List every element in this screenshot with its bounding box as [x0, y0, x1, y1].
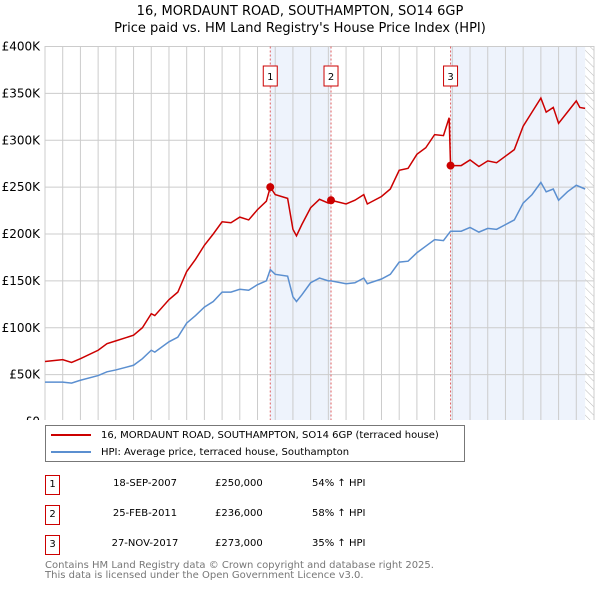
sale-label: 2 — [328, 72, 334, 83]
sale-date: 18-SEP-2007 — [113, 478, 177, 489]
sale-point — [446, 161, 455, 170]
legend-swatch-red — [51, 434, 91, 436]
sale-row: 2 25-FEB-2011 £236,000 58% ↑ HPI — [45, 505, 445, 525]
y-tick-label: £0 — [25, 415, 40, 421]
sale-price: £250,000 — [215, 478, 263, 489]
sale-number: 1 — [45, 475, 60, 495]
y-tick-label: £100K — [2, 321, 42, 335]
sale-label: 3 — [447, 72, 453, 83]
legend-swatch-blue — [51, 451, 91, 453]
sale-price: £236,000 — [215, 508, 263, 519]
sale-price: £273,000 — [215, 538, 263, 549]
legend-item-hpi: HPI: Average price, terraced house, Sout… — [51, 444, 349, 460]
sale-number: 2 — [45, 505, 60, 525]
sale-date: 27-NOV-2017 — [111, 538, 179, 549]
y-tick-label: £350K — [2, 86, 42, 100]
footer-line-2: This data is licensed under the Open Gov… — [45, 570, 364, 581]
sale-label-box — [443, 65, 459, 87]
sale-label-box — [262, 65, 278, 87]
legend-label: 16, MORDAUNT ROAD, SOUTHAMPTON, SO14 6GP… — [101, 429, 439, 441]
plot-border — [44, 46, 595, 420]
shaded-region — [270, 46, 332, 420]
y-tick-label: £250K — [2, 180, 42, 194]
footer-line-1: Contains HM Land Registry data © Crown c… — [45, 560, 434, 571]
sale-hpi: 35% ↑ HPI — [312, 538, 366, 549]
shaded-region — [450, 46, 586, 420]
sale-point — [266, 183, 275, 192]
legend-label: HPI: Average price, terraced house, Sout… — [101, 446, 350, 458]
chart-title: 16, MORDAUNT ROAD, SOUTHAMPTON, SO14 6GP… — [0, 3, 600, 37]
plot-area: 1995199619971998199920002001200220032004… — [2, 40, 595, 421]
sale-date: 25-FEB-2011 — [112, 508, 178, 519]
legend-item-property: 16, MORDAUNT ROAD, SOUTHAMPTON, SO14 6GP… — [51, 427, 439, 443]
title-line-1: 16, MORDAUNT ROAD, SOUTHAMPTON, SO14 6GP — [136, 4, 464, 19]
sale-row: 3 27-NOV-2017 £273,000 35% ↑ HPI — [45, 535, 445, 555]
footer: Contains HM Land Registry data © Crown c… — [45, 561, 434, 581]
sale-number: 3 — [45, 535, 60, 555]
y-tick-label: £400K — [2, 40, 42, 54]
y-tick-label: £150K — [2, 274, 42, 288]
y-tick-label: £50K — [9, 368, 41, 382]
sale-label-box — [323, 65, 339, 87]
hpi-line — [45, 181, 586, 384]
legend: 16, MORDAUNT ROAD, SOUTHAMPTON, SO14 6GP… — [45, 425, 465, 462]
sale-point — [327, 196, 336, 205]
sale-label: 1 — [267, 72, 273, 83]
sale-hpi: 54% ↑ HPI — [312, 478, 366, 489]
title-line-2: Price paid vs. HM Land Registry's House … — [114, 21, 486, 36]
y-tick-label: £200K — [2, 227, 42, 241]
sale-row: 1 18-SEP-2007 £250,000 54% ↑ HPI — [45, 475, 445, 495]
sale-hpi: 58% ↑ HPI — [312, 508, 366, 519]
y-tick-label: £300K — [2, 133, 42, 147]
forecast-hatch — [585, 46, 594, 420]
